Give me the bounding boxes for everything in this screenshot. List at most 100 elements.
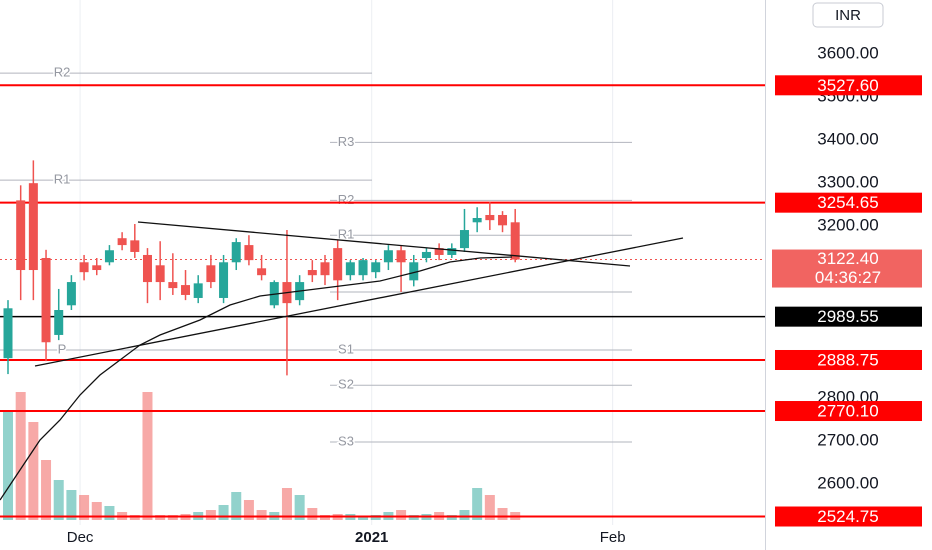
candle-body (333, 248, 343, 281)
candle-body (383, 250, 393, 263)
currency-box[interactable] (812, 2, 884, 28)
candle-body (345, 262, 355, 276)
trendline (34, 237, 684, 367)
candle-body (447, 248, 457, 255)
volume-bar (3, 410, 13, 520)
candle-body (130, 240, 140, 252)
pivot-label: R2 (54, 65, 71, 80)
candle-body (510, 222, 520, 260)
volume-bar (472, 488, 483, 520)
volume (3, 392, 521, 520)
x-tick-label: Dec (67, 529, 94, 546)
pivot-label: R1 (338, 227, 355, 242)
x-tick-label: Feb (600, 529, 626, 546)
volume-bar (231, 492, 242, 520)
y-tick-label: 2700.00 (817, 431, 878, 450)
volume-bar (28, 422, 39, 520)
price-tags: 3527.60 3254.65 2989.55 2888.75 2770.10 2524.… (772, 75, 922, 527)
x-tick-label: 2021 (355, 529, 388, 546)
candle-body (421, 251, 431, 258)
candle-body (193, 283, 203, 298)
candle-body (219, 262, 229, 298)
levels (0, 84, 775, 518)
last-price-label: 3122.40 (817, 249, 878, 268)
volume-bar (91, 502, 102, 520)
candle-body (307, 270, 317, 276)
y-tick-label: 2600.00 (817, 474, 878, 493)
candle-body (257, 268, 267, 276)
candle-body (41, 257, 51, 343)
candle-body (206, 265, 216, 283)
level-tag (775, 75, 922, 96)
level-tag (775, 192, 922, 213)
currency-label[interactable]: INR (835, 7, 861, 24)
level-tag (775, 506, 922, 527)
volume-bar (294, 495, 305, 520)
level-label: 2888.75 (817, 350, 878, 369)
candle-body (181, 285, 191, 295)
candle-body (28, 183, 38, 271)
volume-bar (53, 480, 64, 520)
volume-bar (256, 510, 267, 520)
candle-body (472, 217, 482, 223)
level-label: 3527.60 (817, 76, 878, 95)
pivot-label: S2 (338, 377, 354, 392)
level-label: 2989.55 (817, 307, 878, 326)
candle-body (16, 200, 26, 271)
countdown-label: 04:36:27 (815, 268, 881, 287)
volume-bar (358, 516, 369, 520)
candle-body (142, 254, 152, 283)
pivot-label: P (58, 341, 67, 356)
y-tick-label: 3300.00 (817, 173, 878, 192)
volume-bar (142, 392, 153, 520)
volume-bar (79, 495, 90, 520)
pivot-label: R2 (338, 192, 355, 207)
trendline (137, 221, 631, 267)
volume-bar (243, 500, 254, 520)
candle-body (371, 262, 381, 273)
pivot-label: R3 (338, 134, 355, 149)
volume-bar (484, 495, 495, 520)
candle-body (117, 238, 127, 246)
candle-body (3, 308, 13, 359)
level-tag (775, 349, 922, 370)
candle-body (104, 250, 114, 263)
candle-body (396, 250, 406, 263)
pivots: R2 R1 P R3 R2 R1 S1 S2 S3 (0, 63, 632, 450)
pivot-label: R1 (54, 172, 71, 187)
candle-body (459, 230, 469, 249)
candle-body (358, 260, 368, 276)
volume-bar (281, 488, 292, 520)
candle-body (320, 262, 330, 276)
candle-body (244, 245, 254, 261)
y-tick-label: 3400.00 (817, 130, 878, 149)
volume-bar (104, 506, 115, 520)
volume-bar (218, 505, 229, 520)
pivot-label: S1 (338, 341, 354, 356)
volume-bar (307, 508, 318, 520)
level-label: 2524.75 (817, 507, 878, 526)
candle-body (92, 265, 102, 271)
volume-bar (497, 508, 508, 520)
level-tag (775, 401, 922, 422)
candle-body (66, 282, 76, 306)
y-tick-label: 3200.00 (817, 216, 878, 235)
candle-body (54, 310, 64, 335)
axis-labels: Dec2021Feb3700.003600.003500.003400.0033… (67, 1, 879, 546)
volume-bar (459, 510, 470, 520)
moving-average (0, 256, 513, 501)
candle-body (409, 262, 419, 281)
candle-body (168, 282, 178, 289)
volume-bar (15, 392, 26, 520)
candle-body (498, 214, 508, 226)
candle-body (155, 265, 165, 283)
candle-body (79, 262, 89, 273)
currency-button[interactable]: INR (812, 2, 884, 28)
volume-bar (396, 510, 407, 520)
y-tick-label: 3600.00 (817, 44, 878, 63)
level-label: 2770.10 (817, 401, 878, 420)
volume-bar (41, 460, 52, 520)
candle-body (231, 242, 241, 263)
pivot-label: S3 (338, 433, 354, 448)
